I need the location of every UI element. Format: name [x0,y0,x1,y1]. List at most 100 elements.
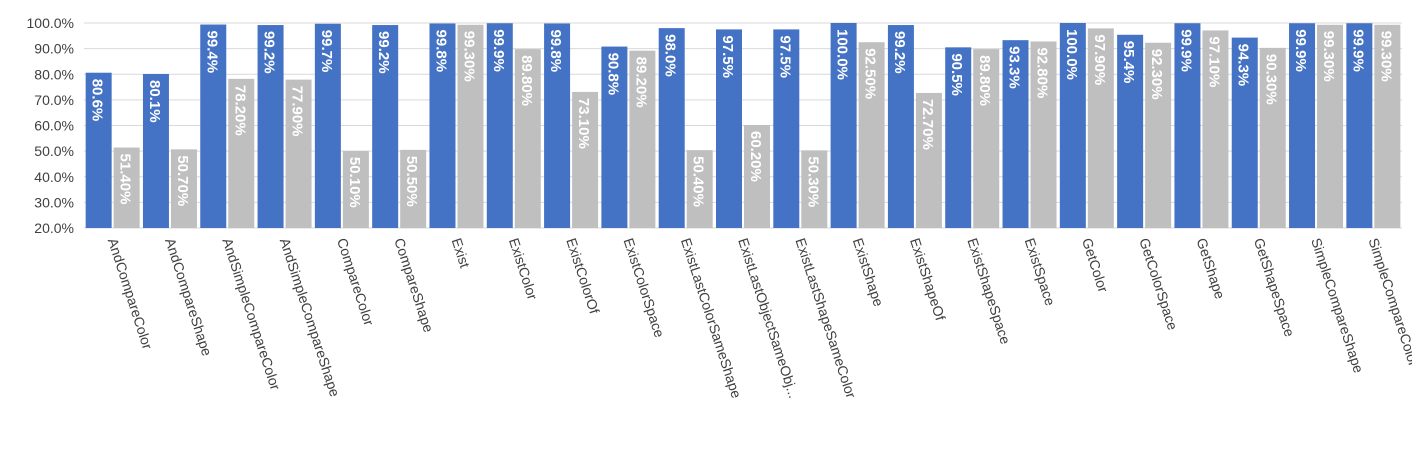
bar-series-1-andsimplecompareshape [257,25,284,228]
x-tick-label: ExistColorOf [563,236,603,316]
bar-series-1-getshape [1174,23,1201,228]
bar-series-1-andsimplecomparecolor [200,24,227,228]
bar-series-2-andcompareshape [170,149,197,228]
data-label: 92.80% [1034,47,1051,98]
bar-series-2-existshapespace [973,49,1000,229]
x-tick-label: SimpleCompareColor [1365,236,1412,369]
bar-series-1-getcolorspace [1117,34,1144,228]
data-label: 97.5% [776,35,793,78]
data-label: 89.20% [632,57,649,108]
y-tick-label: 50.0% [34,143,74,159]
data-label: 93.3% [1006,46,1023,89]
data-label: 92.30% [1148,49,1165,100]
bar-series-1-getcolor [1059,23,1086,228]
x-tick-label: ExistShapeOf [907,236,949,322]
data-label: 97.90% [1091,34,1108,85]
bar-series-1-existcolorof [544,23,571,229]
y-tick-label: 90.0% [34,41,74,57]
y-tick-label: 40.0% [34,169,74,185]
bar-series-2-andsimplecomparecolor [228,78,255,228]
data-label: 97.5% [719,35,736,78]
x-tick-label: ExistColorSpace [621,236,668,340]
bar-series-2-getshape [1202,30,1229,229]
bar-series-1-existshapeof [887,25,914,228]
bar-series-2-compareshape [400,149,427,228]
bar-series-2-comparecolor [342,150,369,228]
x-tick-label: ExistLastObjectSameObj... [735,236,802,400]
data-label: 89.80% [518,55,535,106]
bar-series-1-existshapespace [945,47,972,228]
data-label: 50.70% [174,155,191,206]
bar-series-2-exist [457,24,484,229]
x-tick-label: AndCompareShape [162,236,215,358]
data-label: 92.50% [862,48,879,99]
x-tick-label: GetColor [1079,236,1112,295]
data-label: 50.10% [346,157,363,208]
data-label: 73.10% [575,98,592,149]
x-tick-label: AndSimpleCompareShape [277,236,344,399]
data-label: 99.2% [261,31,278,74]
x-tick-label: ExistColor [506,236,541,302]
bar-series-2-simplecomparecolor [1374,24,1401,229]
data-label: 90.30% [1263,54,1280,105]
bar-series-1-simplecompareshape [1289,23,1316,228]
x-tick-label: ExistShape [850,236,887,309]
bar-series-1-existlastshapesamecolor [773,29,800,228]
data-label: 99.30% [460,31,477,82]
x-tick-label: ExistLastColorSameShape [678,236,745,400]
data-label: 51.40% [117,154,134,205]
x-tick-label: ExistLastShapeSameColor [792,236,859,400]
data-label: 95.4% [1120,41,1137,84]
data-label: 99.9% [1292,29,1309,72]
bar-series-1-andcompareshape [142,73,169,229]
bar-series-1-simplecomparecolor [1346,23,1373,228]
data-label: 99.8% [432,30,449,73]
bars [85,23,1401,229]
data-label: 72.70% [919,99,936,150]
data-label: 50.30% [804,156,821,207]
bar-series-2-existlastshapesamecolor [801,150,828,228]
bar-series-2-existspace [1030,41,1057,229]
bar-series-1-comparecolor [314,23,341,228]
data-label: 90.5% [948,53,965,96]
x-tick-label: Exist [449,236,474,270]
bar-series-1-existlastcolorsameshape [658,28,685,228]
data-label: 50.40% [690,156,707,207]
bar-series-2-getcolor [1087,28,1114,228]
bar-series-2-existshapeof [915,92,942,228]
bar-series-2-simplecompareshape [1317,24,1344,229]
bar-series-1-existspace [1002,40,1029,229]
bar-series-1-exist [429,23,456,229]
bar-series-2-andcomparecolor [113,147,140,228]
x-tick-label: SimpleCompareShape [1308,236,1367,375]
data-labels: 80.6% 51.40% 80.1% 50.70% 99.4% 78.20% 99.2% 77… [89,29,1395,208]
data-label: 99.30% [1377,31,1394,82]
x-tick-label: AndSimpleCompareColor [219,236,283,392]
data-label: 60.20% [747,131,764,182]
data-label: 94.3% [1235,44,1252,87]
bar-series-1-andcomparecolor [85,72,112,229]
bar-series-1-existcolorspace [601,46,628,229]
bar-series-2-getcolorspace [1145,42,1172,229]
bar-series-2-existcolorof [572,91,599,229]
x-tick-label: GetColorSpace [1136,236,1181,332]
x-axis-ticks: AndCompareColor AndCompareShape AndSimpleC… [105,236,1412,400]
y-tick-label: 70.0% [34,92,74,108]
data-label: 99.9% [1349,29,1366,72]
data-label: 100.0% [834,29,851,80]
data-label: 99.9% [1177,29,1194,72]
bar-series-1-compareshape [372,25,399,228]
x-tick-label: CompareColor [334,236,377,328]
bar-series-2-existcolorspace [629,50,656,228]
bar-series-1-existcolor [486,23,513,228]
y-axis-ticks: 100.0% 90.0% 80.0% 70.0% 60.0% 50.0% 40.0% 30.0… [27,15,74,236]
y-tick-label: 60.0% [34,118,74,134]
y-tick-label: 20.0% [34,220,74,236]
x-tick-label: ExistSpace [1022,236,1059,308]
y-tick-label: 80.0% [34,66,74,82]
x-tick-label: AndCompareColor [105,236,156,352]
bar-series-2-existlastobjectsameobj- [744,124,770,228]
x-tick-label: CompareShape [391,236,437,334]
